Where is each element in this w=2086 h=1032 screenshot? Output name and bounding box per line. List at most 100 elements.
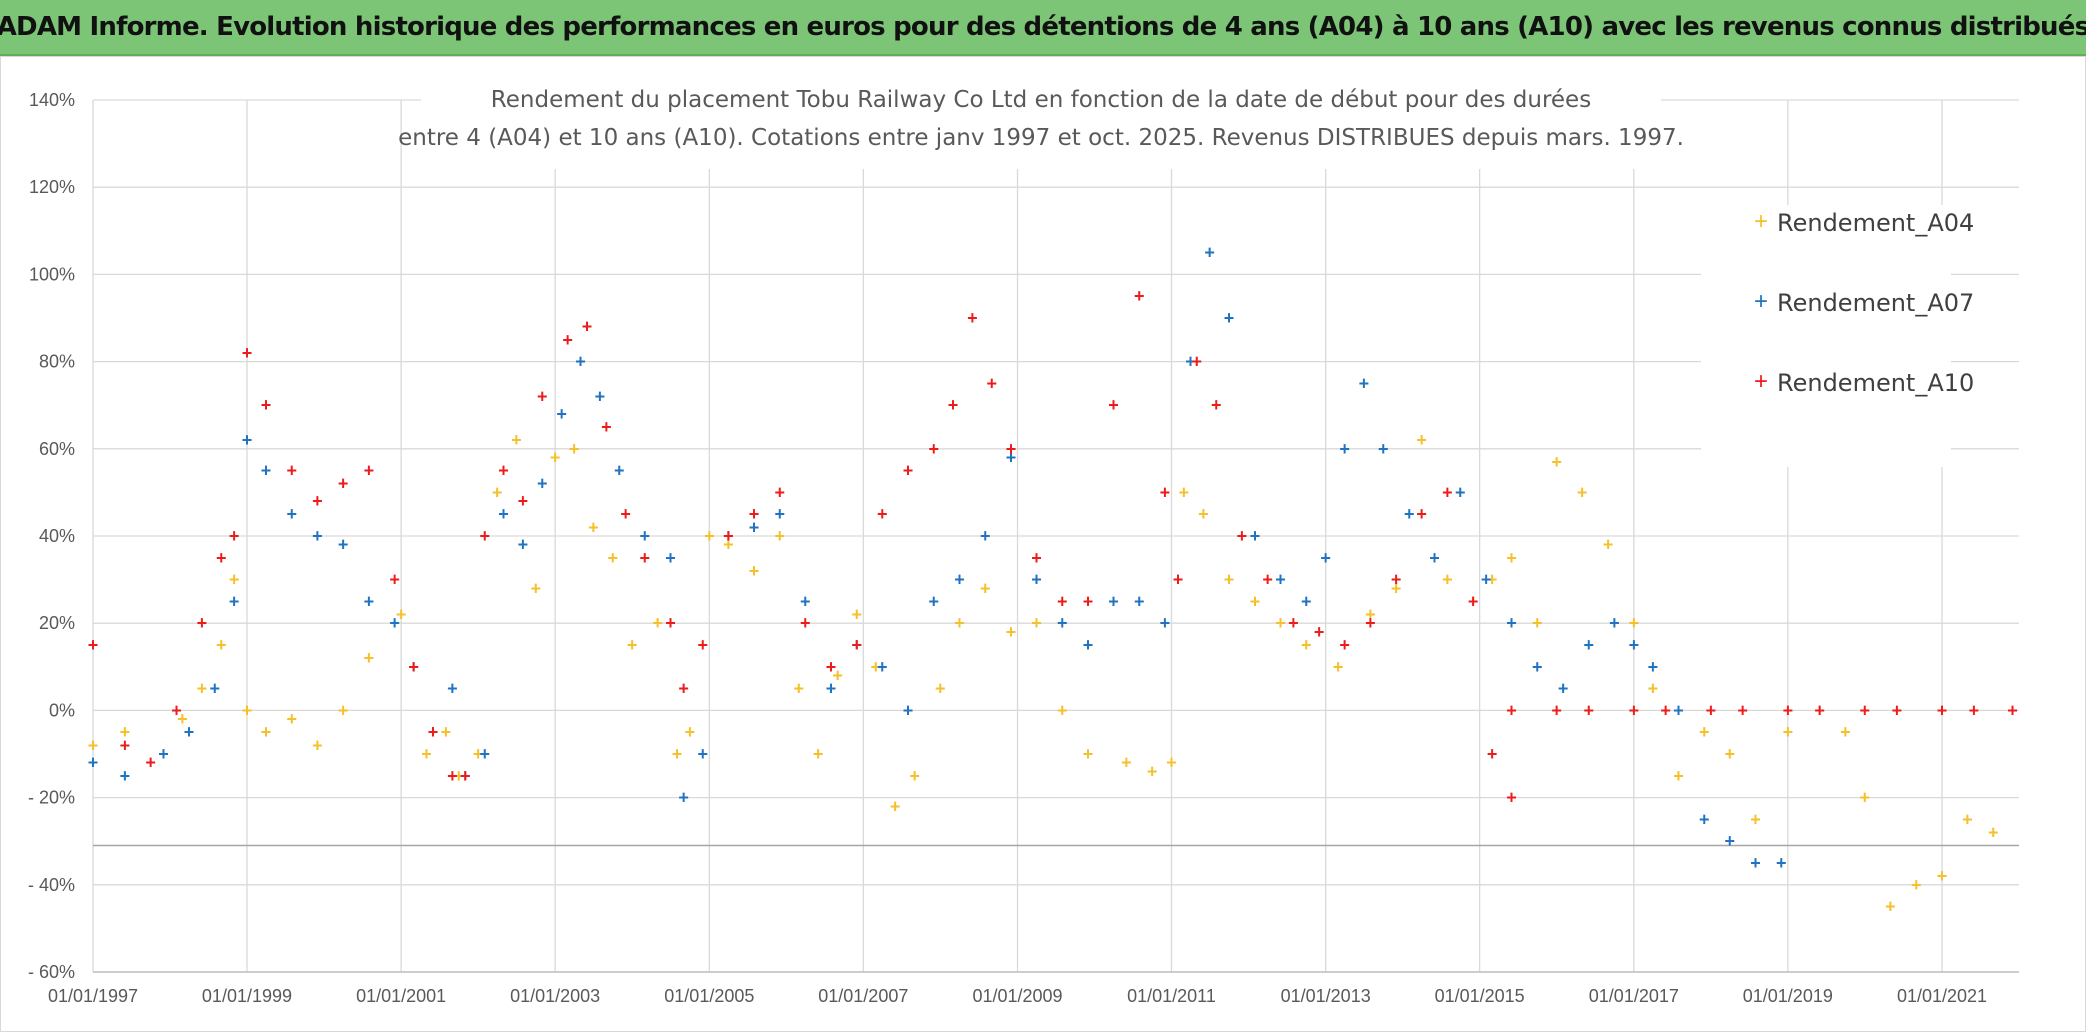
data-point: + [120, 766, 131, 786]
data-point: + [408, 657, 419, 677]
x-tick-label: 01/01/1999 [202, 986, 292, 1006]
data-point: + [145, 753, 156, 773]
data-point: + [1250, 526, 1261, 546]
legend-marker-a04: + [1754, 208, 1768, 235]
data-point: + [614, 461, 625, 481]
data-point: + [1506, 613, 1517, 633]
data-point: + [197, 679, 208, 699]
data-point: + [665, 613, 676, 633]
y-axis-tick-labels: 140% 120% 100% 80% 60% 40% 20% 0% - 20% - 40% - 60… [28, 90, 75, 982]
data-point: + [877, 504, 888, 524]
data-point: + [1725, 831, 1736, 851]
chart-title-line-2: entre 4 (A04) et 10 ans (A10). Cotations… [398, 125, 1684, 151]
data-point: + [800, 591, 811, 611]
data-point: + [1783, 722, 1794, 742]
legend-label-a04: Rendement_A04 [1777, 209, 1974, 237]
data-point: + [1629, 613, 1640, 633]
data-point: + [935, 679, 946, 699]
data-point: + [364, 648, 375, 668]
data-point: + [537, 474, 548, 494]
data-point: + [1468, 591, 1479, 611]
data-point: + [582, 317, 593, 337]
data-point: + [1006, 439, 1017, 459]
data-point: + [1359, 373, 1370, 393]
data-point: + [1416, 504, 1427, 524]
data-point: + [1134, 591, 1145, 611]
data-point: + [177, 709, 188, 729]
data-point: + [1320, 548, 1331, 568]
data-point: + [1885, 897, 1896, 917]
data-point: + [88, 635, 99, 655]
data-point: + [396, 604, 407, 624]
data-point: + [1583, 700, 1594, 720]
data-point: + [1083, 744, 1094, 764]
data-point: + [511, 430, 522, 450]
data-point: + [1301, 591, 1312, 611]
data-point: + [1198, 504, 1209, 524]
data-point: + [1468, 591, 1479, 611]
data-point: + [242, 343, 253, 363]
data-point: + [197, 613, 208, 633]
data-point: + [1648, 679, 1659, 699]
x-tick-label: 01/01/2013 [1281, 986, 1371, 1006]
x-tick-label: 01/01/2021 [1897, 986, 1987, 1006]
data-point: + [556, 404, 567, 424]
data-point: + [1673, 766, 1684, 786]
data-point: + [286, 504, 297, 524]
y-tick-label: - 20% [28, 788, 75, 808]
data-point: + [1629, 635, 1640, 655]
data-point: + [1006, 622, 1017, 642]
legend-label-a10: Rendement_A10 [1777, 369, 1974, 397]
data-point: + [312, 526, 323, 546]
data-point: + [1121, 753, 1132, 773]
data-point: + [550, 448, 561, 468]
data-point: + [1455, 482, 1466, 502]
data-point: + [229, 526, 240, 546]
data-point: + [1301, 635, 1312, 655]
data-point: + [1481, 570, 1492, 590]
data-point: + [261, 461, 272, 481]
data-point: + [794, 679, 805, 699]
data-points: + + + + + + + + + + + + + + + + + + + + + + + + + + + + + + + + + + + + + + + +… [88, 243, 2018, 917]
data-point: + [685, 722, 696, 742]
y-tick-label: 60% [39, 439, 75, 459]
data-point: + [601, 417, 612, 437]
data-point: + [1673, 700, 1684, 720]
data-point: + [607, 548, 618, 568]
data-point: + [216, 548, 227, 568]
title-background [421, 61, 1661, 169]
data-point: + [1275, 613, 1286, 633]
data-point: + [421, 744, 432, 764]
data-point: + [813, 744, 824, 764]
data-point: + [723, 535, 734, 555]
data-point: + [1583, 635, 1594, 655]
data-point: + [338, 535, 349, 555]
data-point: + [1365, 613, 1376, 633]
data-point: + [242, 430, 253, 450]
data-point: + [479, 526, 490, 546]
data-point: + [948, 395, 959, 415]
data-point: + [1333, 657, 1344, 677]
data-point: + [1160, 613, 1171, 633]
data-point: + [1442, 482, 1453, 502]
data-point: + [1237, 526, 1248, 546]
y-tick-label: 40% [39, 526, 75, 546]
x-tick-label: 01/01/2003 [510, 986, 600, 1006]
data-point: + [1404, 504, 1415, 524]
data-point: + [216, 635, 227, 655]
data-point: + [312, 735, 323, 755]
data-point: + [575, 352, 586, 372]
data-point: + [620, 504, 631, 524]
data-point: + [473, 744, 484, 764]
data-point: + [1031, 570, 1042, 590]
y-tick-label: 80% [39, 352, 75, 372]
x-tick-label: 01/01/2001 [356, 986, 446, 1006]
data-point: + [1057, 700, 1068, 720]
data-point: + [1725, 744, 1736, 764]
data-point: + [852, 635, 863, 655]
data-point: + [929, 439, 940, 459]
data-point: + [1776, 853, 1787, 873]
data-point: + [672, 744, 683, 764]
data-point: + [364, 591, 375, 611]
banner-title: ADAM Informe. Evolution historique des p… [0, 12, 2086, 42]
